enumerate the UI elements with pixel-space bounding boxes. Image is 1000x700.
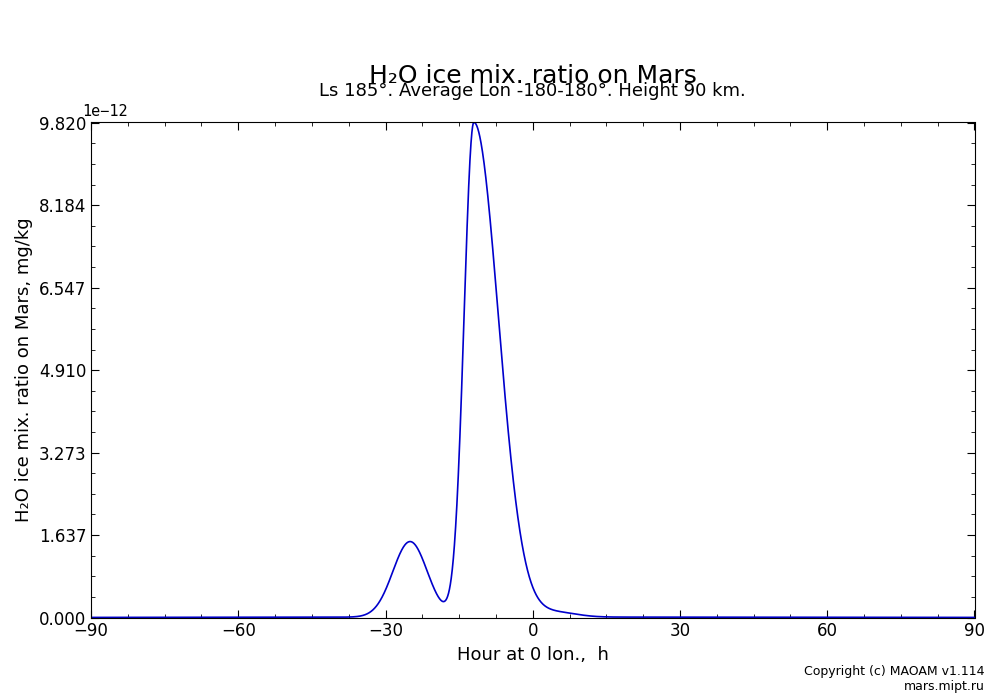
Y-axis label: H₂O ice mix. ratio on Mars, mg/kg: H₂O ice mix. ratio on Mars, mg/kg xyxy=(15,218,33,522)
Text: Ls 185°. Average Lon -180-180°. Height 90 km.: Ls 185°. Average Lon -180-180°. Height 9… xyxy=(319,82,746,99)
X-axis label: Hour at 0 lon.,  h: Hour at 0 lon., h xyxy=(457,646,609,664)
Text: Copyright (c) MAOAM v1.114
mars.mipt.ru: Copyright (c) MAOAM v1.114 mars.mipt.ru xyxy=(804,665,985,693)
Text: 1e−12: 1e−12 xyxy=(82,104,128,120)
Title: H₂O ice mix. ratio on Mars: H₂O ice mix. ratio on Mars xyxy=(369,64,697,88)
